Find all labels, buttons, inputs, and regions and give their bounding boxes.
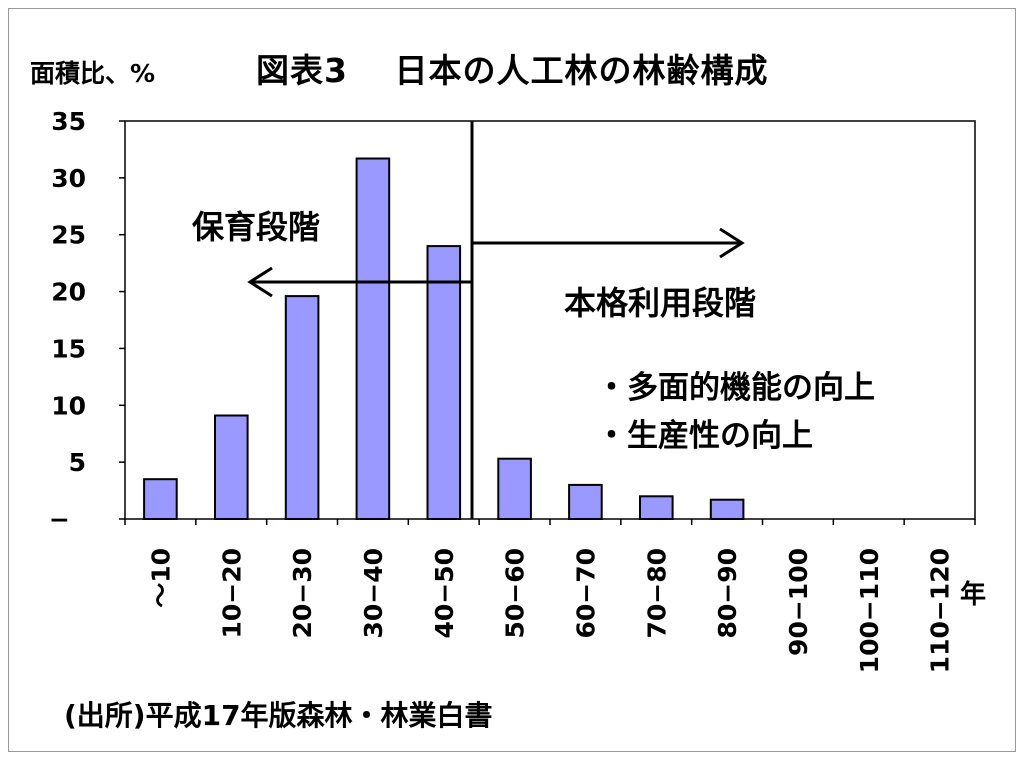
y-tick-label-5: 25: [51, 221, 86, 250]
y-tick-label-2: 10: [51, 391, 86, 420]
x-tick-label-3: 30−40: [359, 548, 388, 639]
x-tick-label-6: 60−70: [571, 548, 600, 639]
x-axis-unit-label: 年: [960, 580, 987, 610]
bars-group: [143, 157, 745, 521]
y-tick-label-4: 20: [51, 278, 86, 307]
y-tick-label-1: 5: [69, 448, 86, 477]
annotation-overlay: [247, 121, 745, 519]
y-ticks-group: − 5 10 15 20 25 30 35: [49, 107, 125, 534]
x-tick-label-9: 90−100: [784, 548, 813, 656]
source-note: (出所)平成17年版森林・林業白書: [64, 699, 493, 732]
chart-title: 図表3 日本の人工林の林齢構成: [256, 51, 769, 90]
x-tick-label-8: 80−90: [713, 548, 742, 639]
x-tick-label-4: 40−50: [430, 548, 459, 639]
bar-0: [143, 478, 178, 521]
right-stage-label: 本格利用段階: [564, 284, 757, 322]
bar-4: [426, 245, 462, 520]
y-axis-label: 面積比、%: [30, 59, 156, 88]
y-tick-label-3: 15: [51, 334, 86, 363]
y-tick-label-6: 30: [51, 164, 86, 193]
y-tick-label-0: −: [49, 505, 70, 534]
x-tick-label-10: 100−110: [855, 548, 884, 673]
bar-3: [355, 157, 391, 520]
goal-text-2: ・生産性の向上: [596, 418, 813, 454]
right-arrow-head: [719, 227, 745, 259]
bar-5: [497, 457, 532, 521]
left-stage-label: 保育段階: [192, 208, 321, 246]
bar-8: [709, 498, 745, 521]
x-tick-label-0: 〜10: [146, 548, 175, 608]
x-tick-label-2: 20−30: [288, 548, 317, 639]
bar-2: [284, 295, 320, 520]
x-ticks-group: 〜10 10−20 20−30 30−40 40−50 50−60 60−70 70−80 80…: [124, 519, 976, 673]
bar-7: [639, 495, 674, 520]
left-arrow-head: [247, 266, 273, 298]
bar-1: [214, 414, 249, 520]
plot-area: [124, 120, 976, 520]
x-tick-label-5: 50−60: [501, 548, 530, 639]
x-tick-label-7: 70−80: [642, 548, 671, 639]
bar-6: [568, 483, 603, 520]
x-tick-label-1: 10−20: [217, 548, 246, 639]
x-tick-label-11: 110−120: [926, 548, 955, 673]
y-tick-label-7: 35: [51, 107, 86, 136]
goal-text-1: ・多面的機能の向上: [596, 370, 875, 406]
